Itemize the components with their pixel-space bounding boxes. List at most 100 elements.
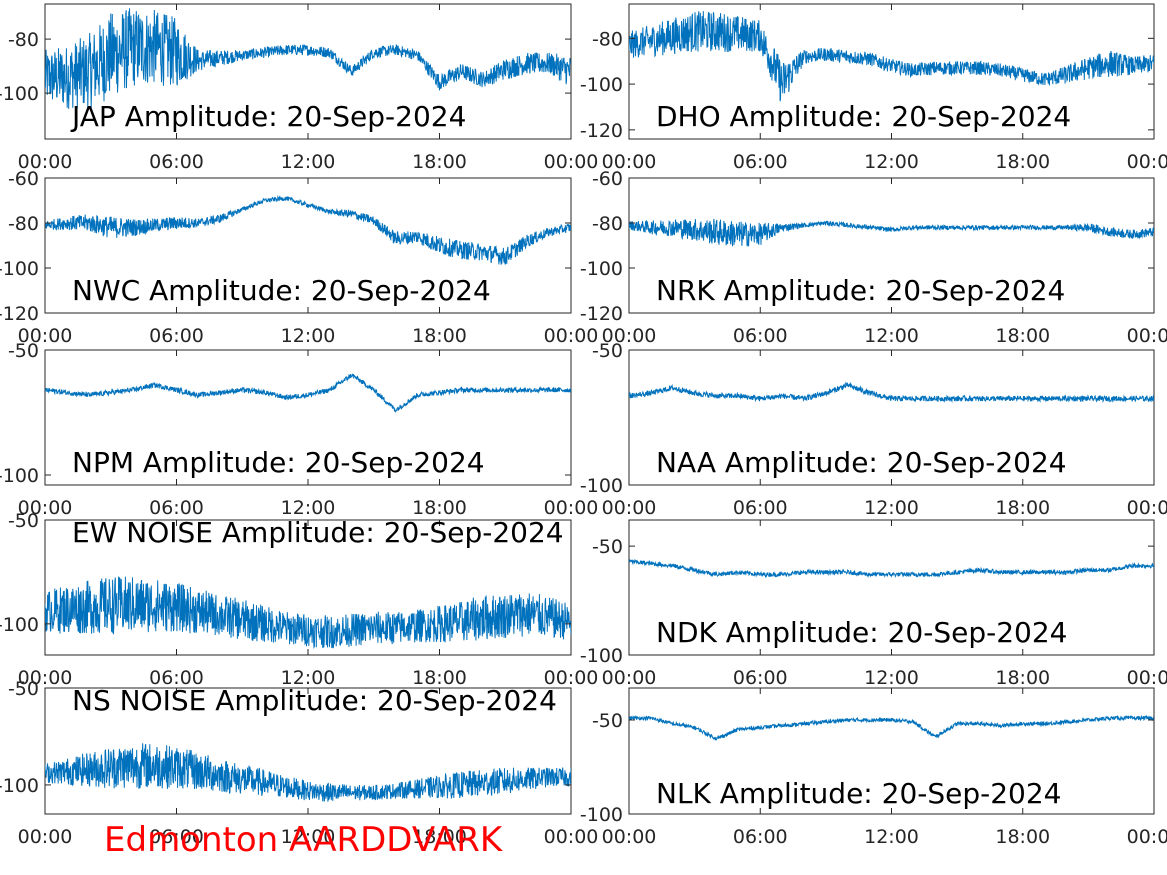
y-tick-label: -100 [580, 258, 623, 280]
series-line [629, 381, 1154, 404]
panel-title: NRK Amplitude: 20-Sep-2024 [656, 274, 1065, 307]
x-tick-label: 18:00 [412, 826, 467, 848]
y-tick-label: -120 [580, 303, 623, 325]
y-tick-label: -50 [592, 710, 623, 732]
series-line [45, 195, 571, 265]
x-tick-label: 12:00 [864, 151, 919, 173]
panel-9: 00:00 06:00 12:00 18:00 00:00 -50 -100 NLK Ampl… [580, 687, 1167, 848]
panel-title: DHO Amplitude: 20-Sep-2024 [656, 100, 1071, 133]
x-tick-label: 00:00 [18, 325, 73, 347]
y-tick-label: -80 [592, 213, 623, 235]
plot-area [44, 349, 572, 486]
x-tick-label: 12:00 [281, 151, 336, 173]
y-tick-label: -100 [580, 804, 623, 826]
y-tick-label: -80 [8, 213, 39, 235]
y-tick-label: -50 [592, 536, 623, 558]
x-tick-label: 06:00 [149, 667, 204, 689]
y-tick-label: -100 [0, 83, 39, 105]
x-tick-label: 00:00 [602, 667, 657, 689]
x-tick-label: 00:00 [18, 667, 73, 689]
y-tick-label: -100 [0, 775, 39, 797]
x-tick-label: 00:00 [18, 151, 73, 173]
y-tick-label: -50 [8, 678, 39, 700]
y-tick-label: -50 [592, 340, 623, 362]
panel-title: NLK Amplitude: 20-Sep-2024 [656, 777, 1062, 810]
x-tick-label: 06:00 [733, 667, 788, 689]
x-tick-label: 18:00 [412, 325, 467, 347]
y-tick-label: -50 [8, 340, 39, 362]
x-tick-label: 00:00 [18, 497, 73, 519]
x-tick-label: 00:00 [544, 667, 599, 689]
plot-area [628, 349, 1155, 486]
y-tick-label: -60 [592, 168, 623, 190]
panel-title: NS NOISE Amplitude: 20-Sep-2024 [72, 684, 557, 717]
y-tick-label: -100 [580, 74, 623, 96]
y-tick-label: -100 [580, 475, 623, 497]
plot-area [44, 3, 572, 140]
series-line [45, 743, 571, 802]
x-tick-label: 00:00 [602, 826, 657, 848]
plot-area [44, 177, 572, 314]
x-tick-label: 00:00 [1127, 325, 1167, 347]
panel-3: 00:00 06:00 12:00 18:00 00:00 -60 -80 -100 -120 N… [580, 168, 1167, 347]
footer-label: Edmonton AARDDVARK [104, 820, 503, 860]
panel-6: 00:00 06:00 12:00 18:00 00:00 -50 -100 EW NOISE… [0, 510, 598, 689]
x-tick-label: 18:00 [995, 667, 1050, 689]
panel-4: 00:00 06:00 12:00 18:00 00:00 -50 -100 NPM Ampl… [0, 340, 598, 519]
x-tick-label: 00:00 [1127, 826, 1167, 848]
x-tick-label: 18:00 [995, 826, 1050, 848]
x-tick-label: 12:00 [864, 826, 919, 848]
x-tick-label: 12:00 [281, 826, 336, 848]
x-tick-label: 00:00 [1127, 151, 1167, 173]
x-tick-label: 06:00 [733, 826, 788, 848]
panel-title: NAA Amplitude: 20-Sep-2024 [656, 446, 1067, 479]
x-tick-label: 18:00 [412, 497, 467, 519]
panel-title: JAP Amplitude: 20-Sep-2024 [70, 100, 466, 133]
x-tick-label: 00:00 [544, 151, 599, 173]
x-tick-label: 00:00 [1127, 667, 1167, 689]
panel-1: 00:00 06:00 12:00 18:00 00:00 -80 -100 -120 DHO … [580, 3, 1167, 173]
x-tick-label: 06:00 [733, 325, 788, 347]
panel-title: NDK Amplitude: 20-Sep-2024 [656, 616, 1067, 649]
x-tick-label: 12:00 [864, 325, 919, 347]
x-tick-label: 18:00 [412, 667, 467, 689]
series-line [45, 576, 571, 650]
panel-8: 00:00 06:00 12:00 18:00 00:00 -50 -100 NS NOISE… [0, 678, 598, 848]
x-tick-label: 00:00 [544, 497, 599, 519]
x-tick-label: 12:00 [864, 497, 919, 519]
series-line [45, 373, 571, 413]
plot-area [628, 519, 1155, 656]
panel-0: 00:00 06:00 12:00 18:00 00:00 -80 -100 JAP Ampl… [0, 3, 599, 173]
x-tick-label: 18:00 [412, 151, 467, 173]
x-tick-label: 00:00 [602, 325, 657, 347]
y-tick-label: -80 [8, 29, 39, 51]
series-line [629, 714, 1154, 741]
x-tick-label: 18:00 [995, 325, 1050, 347]
panel-title: NPM Amplitude: 20-Sep-2024 [72, 446, 485, 479]
x-tick-label: 06:00 [149, 151, 204, 173]
x-tick-label: 06:00 [733, 151, 788, 173]
x-tick-label: 00:00 [1127, 497, 1167, 519]
x-tick-label: 18:00 [995, 151, 1050, 173]
x-tick-label: 12:00 [281, 497, 336, 519]
x-tick-label: 06:00 [733, 497, 788, 519]
x-tick-label: 00:00 [18, 826, 73, 848]
plot-area [628, 177, 1155, 314]
x-tick-label: 00:00 [602, 151, 657, 173]
y-tick-label: -100 [0, 258, 39, 280]
x-tick-label: 06:00 [149, 325, 204, 347]
series-line [629, 558, 1154, 579]
x-tick-label: 12:00 [864, 667, 919, 689]
panel-7: 00:00 06:00 12:00 18:00 00:00 -50 -100 NDK Ampl… [580, 519, 1167, 689]
x-tick-label: 12:00 [281, 325, 336, 347]
x-tick-label: 00:00 [544, 826, 599, 848]
y-tick-label: -50 [8, 510, 39, 532]
x-tick-label: 06:00 [149, 497, 204, 519]
y-tick-label: -120 [580, 120, 623, 142]
panel-2: 00:00 06:00 12:00 18:00 00:00 -60 -80 -100 -120 N… [0, 168, 598, 347]
y-tick-label: -100 [580, 645, 623, 667]
panel-5: 00:00 06:00 12:00 18:00 00:00 -50 -100 NAA Ampl… [580, 340, 1167, 519]
panel-title: NWC Amplitude: 20-Sep-2024 [72, 274, 491, 307]
x-tick-label: 00:00 [544, 325, 599, 347]
